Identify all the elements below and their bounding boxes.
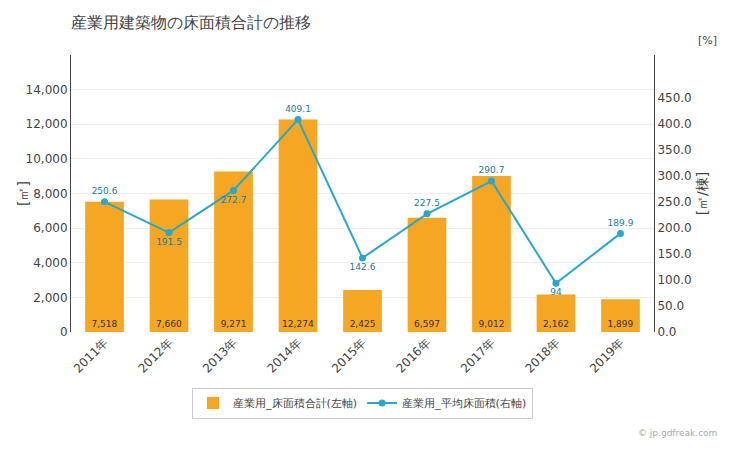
svg-text:350.0: 350.0	[657, 143, 691, 157]
svg-text:2012年: 2012年	[135, 336, 175, 376]
svg-text:191.5: 191.5	[156, 237, 182, 247]
svg-text:2,425: 2,425	[350, 319, 376, 329]
svg-text:272.7: 272.7	[221, 195, 247, 205]
svg-text:2019年: 2019年	[587, 336, 627, 376]
svg-text:50.0: 50.0	[657, 299, 684, 313]
svg-text:8,000: 8,000	[33, 187, 67, 201]
svg-text:産業用_平均床面積(右軸): 産業用_平均床面積(右軸)	[402, 397, 526, 410]
svg-text:250.0: 250.0	[657, 195, 691, 209]
svg-text:産業用建築物の床面積合計の推移: 産業用建築物の床面積合計の推移	[71, 13, 311, 32]
svg-text:10,000: 10,000	[26, 152, 68, 166]
svg-text:2017年: 2017年	[458, 336, 498, 376]
svg-text:9,012: 9,012	[479, 319, 505, 329]
svg-text:227.5: 227.5	[414, 198, 440, 208]
svg-text:2014年: 2014年	[264, 336, 304, 376]
svg-text:189.9: 189.9	[608, 218, 634, 228]
svg-text:4,000: 4,000	[33, 256, 67, 270]
svg-text:409.1: 409.1	[285, 104, 311, 114]
svg-text:[㎡/棟]: [㎡/棟]	[694, 172, 710, 216]
svg-text:2,000: 2,000	[33, 291, 67, 305]
svg-text:0: 0	[60, 325, 68, 339]
svg-text:290.7: 290.7	[479, 165, 505, 175]
svg-text:250.6: 250.6	[92, 186, 118, 196]
svg-text:100.0: 100.0	[657, 273, 691, 287]
svg-text:2016年: 2016年	[393, 336, 433, 376]
svg-text:12,000: 12,000	[26, 117, 68, 131]
svg-text:7,518: 7,518	[92, 319, 118, 329]
svg-text:2015年: 2015年	[329, 336, 369, 376]
svg-text:1,899: 1,899	[607, 319, 633, 329]
svg-text:0.0: 0.0	[657, 325, 676, 339]
svg-text:© jp.gdfreak.com: © jp.gdfreak.com	[638, 428, 717, 438]
svg-text:6,597: 6,597	[414, 319, 440, 329]
svg-text:142.6: 142.6	[350, 262, 376, 272]
svg-text:9,271: 9,271	[221, 319, 247, 329]
svg-text:[㎡]: [㎡]	[15, 181, 31, 206]
svg-text:2011年: 2011年	[71, 336, 111, 376]
svg-text:6,000: 6,000	[33, 221, 67, 235]
svg-text:産業用_床面積合計(左軸): 産業用_床面積合計(左軸)	[233, 397, 357, 410]
svg-text:200.0: 200.0	[657, 221, 691, 235]
svg-text:12,274: 12,274	[282, 319, 314, 329]
svg-text:2018年: 2018年	[522, 336, 562, 376]
svg-text:2,162: 2,162	[543, 319, 569, 329]
svg-text:2013年: 2013年	[200, 336, 240, 376]
svg-text:450.0: 450.0	[657, 91, 691, 105]
svg-text:[%]: [%]	[698, 34, 717, 47]
svg-text:300.0: 300.0	[657, 169, 691, 183]
svg-text:150.0: 150.0	[657, 247, 691, 261]
svg-text:7,660: 7,660	[156, 319, 182, 329]
svg-text:94: 94	[550, 287, 562, 297]
svg-text:400.0: 400.0	[657, 117, 691, 131]
svg-text:14,000: 14,000	[26, 83, 68, 97]
